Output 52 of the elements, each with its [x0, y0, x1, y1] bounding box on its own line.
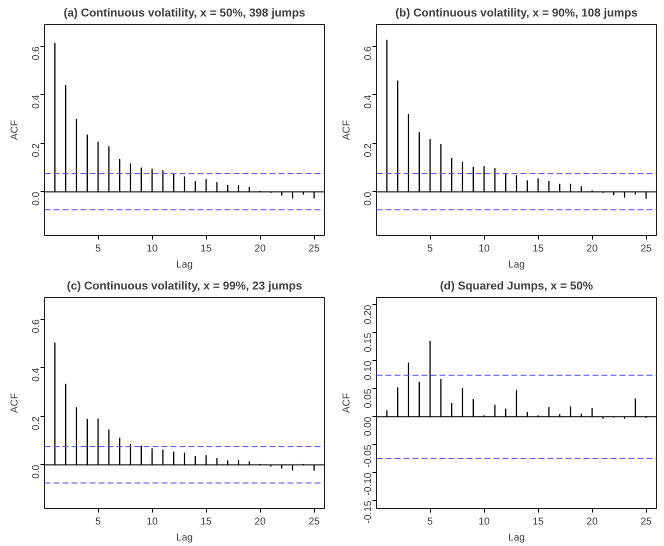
- y-tick-label: 0.0: [31, 191, 42, 206]
- y-tick-label: 0.2: [31, 142, 42, 158]
- chart-title: (d) Squared Jumps, x = 50%: [440, 280, 594, 292]
- y-tick-label: 0.4: [31, 367, 42, 382]
- y-tick-label: -0.05: [363, 444, 374, 468]
- x-tick-label: 15: [532, 516, 544, 528]
- y-axis-title: ACF: [342, 393, 352, 413]
- x-tick-label: 15: [532, 244, 544, 254]
- y-tick-label: 0.0: [31, 464, 42, 479]
- x-tick-label: 25: [640, 516, 652, 528]
- x-tick-label: 5: [427, 516, 434, 528]
- y-tick-label: 0.2: [31, 416, 42, 430]
- x-tick-label: 25: [308, 516, 320, 528]
- x-axis-title: Lag: [176, 532, 193, 544]
- x-tick-label: 15: [200, 516, 212, 528]
- y-tick-label: 0.4: [363, 94, 374, 109]
- x-tick-label: 20: [254, 516, 266, 528]
- x-tick-label: 25: [308, 244, 320, 254]
- x-tick-label: 5: [427, 244, 434, 254]
- x-tick-label: 10: [478, 244, 490, 254]
- x-tick-label: 10: [478, 516, 490, 528]
- y-tick-label: 0.6: [31, 318, 42, 334]
- y-axis-title: ACF: [10, 120, 20, 140]
- y-tick-label: 0.10: [363, 360, 374, 380]
- y-tick-label: 0.15: [363, 332, 374, 352]
- chart-title: (a) Continuous volatility, x = 50%, 398 jumps: [64, 8, 306, 20]
- y-tick-label: 0.6: [363, 46, 374, 60]
- x-axis-title: Lag: [508, 532, 525, 544]
- x-tick-label: 15: [200, 244, 212, 254]
- x-tick-label: 20: [586, 516, 598, 528]
- x-axis-title: Lag: [176, 260, 193, 270]
- x-tick-label: 20: [254, 244, 266, 254]
- x-tick-label: 25: [640, 244, 652, 254]
- x-tick-label: 10: [146, 516, 158, 528]
- y-tick-label: -0.15: [363, 500, 374, 524]
- x-tick-label: 5: [95, 244, 102, 254]
- x-axis-title: Lag: [508, 260, 525, 270]
- chart-title: (b) Continuous volatility, x = 90%, 108 jumps: [395, 8, 638, 20]
- y-tick-label: 0.05: [363, 388, 374, 408]
- y-tick-label: 0.4: [31, 94, 42, 109]
- x-tick-label: 10: [146, 244, 158, 254]
- x-tick-label: 20: [586, 244, 598, 254]
- y-tick-label: -0.10: [363, 472, 374, 496]
- y-tick-label: 0.2: [363, 142, 374, 158]
- y-tick-label: 0.20: [363, 304, 374, 324]
- y-tick-label: 0.00: [363, 416, 374, 436]
- y-tick-label: 0.6: [31, 46, 42, 60]
- x-tick-label: 5: [95, 516, 102, 528]
- y-axis-title: ACF: [342, 120, 352, 140]
- chart-title: (c) Continuous volatility, x = 99%, 23 jumps: [66, 280, 302, 292]
- y-axis-title: ACF: [10, 393, 20, 413]
- y-tick-label: 0.0: [363, 191, 374, 206]
